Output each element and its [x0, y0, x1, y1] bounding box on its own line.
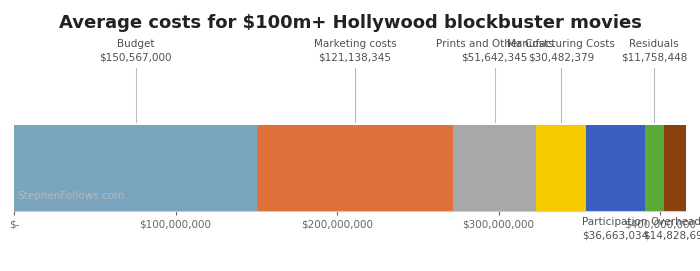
Text: Budget
$150,567,000: Budget $150,567,000 — [99, 39, 172, 62]
Bar — [664, 125, 687, 211]
Bar — [453, 125, 536, 211]
Text: Prints and Other Costs
$51,642,345: Prints and Other Costs $51,642,345 — [435, 39, 554, 62]
Text: Average costs for $100m+ Hollywood blockbuster movies: Average costs for $100m+ Hollywood block… — [59, 14, 641, 31]
Text: Residuals
$11,758,448: Residuals $11,758,448 — [621, 39, 687, 62]
Bar — [14, 125, 257, 211]
Text: Overhead
$14,828,690: Overhead $14,828,690 — [643, 217, 700, 240]
Bar — [536, 125, 586, 211]
Text: Manufacturing Costs
$30,482,379: Manufacturing Costs $30,482,379 — [507, 39, 615, 62]
Bar — [645, 125, 664, 211]
Text: Participation
$36,663,034: Participation $36,663,034 — [582, 217, 648, 240]
Bar — [257, 125, 453, 211]
Text: Marketing costs
$121,138,345: Marketing costs $121,138,345 — [314, 39, 396, 62]
Text: StephenFollows.com: StephenFollows.com — [18, 191, 125, 201]
Bar — [586, 125, 645, 211]
